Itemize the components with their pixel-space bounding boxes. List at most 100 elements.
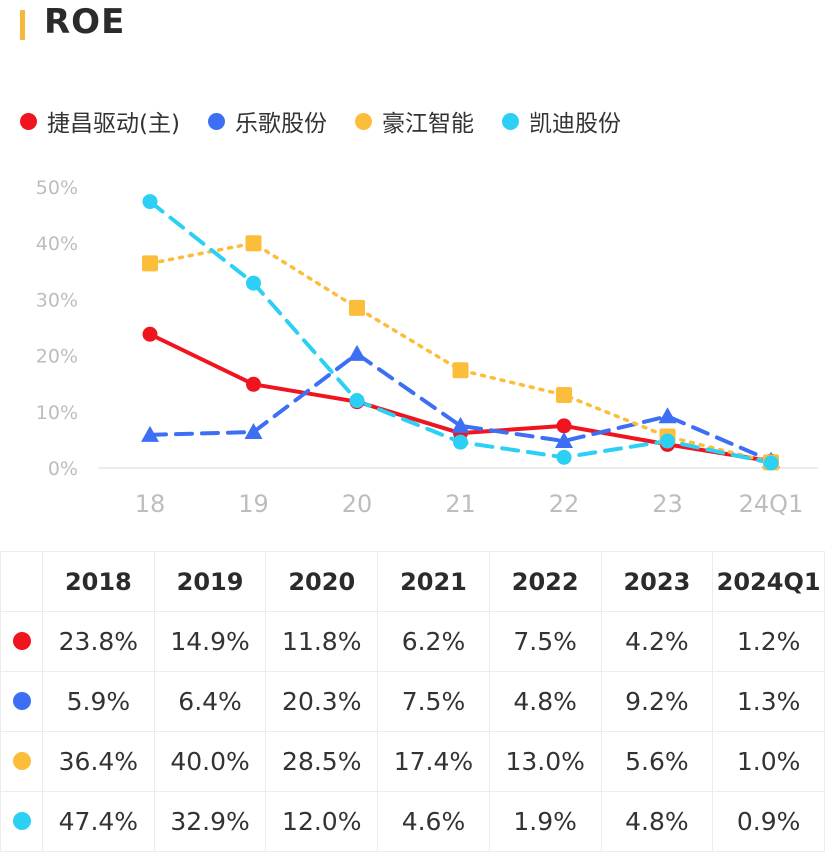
title-accent-bar [20, 10, 25, 40]
data-point [452, 362, 469, 379]
table-cell: 1.9% [488, 791, 602, 852]
chart-legend: 捷昌驱动(主) 乐歌股份 豪江智能 凯迪股份 [20, 104, 649, 138]
table-row: 36.4% 40.0% 28.5% 17.4% 13.0% 5.6% 1.0% [0, 731, 825, 792]
row-dot-icon [12, 692, 31, 710]
table-cell: 1.0% [712, 731, 825, 792]
data-point [142, 326, 158, 342]
data-point [244, 423, 263, 440]
table-header-cell: 2024Q1 [712, 551, 825, 612]
table-cell: 13.0% [488, 731, 602, 792]
legend-dot-icon [501, 112, 519, 130]
x-tick-label: 21 [445, 490, 476, 518]
y-tick-label: 50% [36, 177, 78, 199]
y-tick-label: 40% [36, 233, 78, 255]
table-cell: 4.6% [377, 791, 490, 852]
page-title: ROE [44, 2, 126, 42]
data-point [763, 455, 779, 471]
data-point [348, 344, 366, 361]
table-cell: 1.3% [712, 671, 825, 732]
data-point [245, 235, 262, 252]
data-point [141, 425, 159, 442]
table-row: 47.4% 32.9% 12.0% 4.6% 1.9% 4.8% 0.9% [0, 791, 825, 852]
y-tick-label: 10% [36, 402, 78, 424]
table-cell: 4.2% [600, 611, 714, 672]
legend-label: 凯迪股份 [528, 111, 621, 137]
legend-label: 豪江智能 [381, 111, 474, 137]
x-tick-label: 19 [238, 490, 269, 518]
x-tick-label: 22 [549, 490, 580, 518]
row-marker [0, 791, 43, 852]
data-point [246, 275, 261, 291]
legend-label: 捷昌驱动(主) [47, 111, 180, 137]
y-tick-label: 20% [36, 346, 78, 368]
table-cell: 12.0% [265, 791, 379, 852]
data-table: 2018 2019 2020 2021 2022 2023 2024Q1 23.… [0, 551, 825, 852]
legend-item[interactable]: 豪江智能 [354, 104, 474, 138]
table-cell: 9.2% [600, 671, 714, 732]
data-point [349, 299, 365, 316]
table-header-cell [0, 551, 43, 612]
table-row: 23.8% 14.9% 11.8% 6.2% 7.5% 4.2% 1.2% [0, 611, 825, 672]
row-marker [0, 611, 43, 672]
table-cell: 11.8% [265, 611, 379, 672]
data-point [142, 194, 158, 210]
data-point [142, 255, 158, 272]
table-cell: 23.8% [42, 611, 155, 672]
table-cell: 40.0% [153, 731, 267, 792]
data-point [658, 407, 677, 424]
data-point [660, 433, 675, 449]
table-header-cell: 2022 [488, 551, 602, 612]
legend-dot-icon [207, 112, 225, 130]
row-marker [0, 731, 43, 792]
table-cell: 7.5% [377, 671, 490, 732]
table-cell: 4.8% [600, 791, 714, 852]
data-point [556, 386, 572, 403]
legend-item[interactable]: 乐歌股份 [207, 104, 327, 138]
x-tick-label: 18 [135, 490, 166, 518]
legend-item[interactable]: 捷昌驱动(主) [20, 104, 180, 138]
data-point [555, 432, 573, 449]
legend-dot-icon [20, 112, 37, 130]
row-dot-icon [12, 632, 31, 650]
table-cell: 5.6% [600, 731, 714, 792]
line-chart: 50% 40% 30% 20% 10% 0% 18 19 20 21 22 23 24Q1 [36, 177, 818, 518]
legend-item[interactable]: 凯迪股份 [501, 104, 621, 138]
table-cell: 1.2% [712, 611, 825, 672]
table-cell: 47.4% [42, 791, 155, 852]
table-header-cell: 2021 [377, 551, 490, 612]
table-cell: 6.2% [377, 611, 490, 672]
x-tick-label: 23 [652, 490, 683, 518]
data-point [349, 393, 365, 409]
legend-dot-icon [354, 112, 372, 130]
table-cell: 6.4% [153, 671, 267, 732]
data-point [451, 416, 470, 433]
table-cell: 28.5% [265, 731, 379, 792]
data-point [556, 418, 572, 434]
table-cell: 17.4% [377, 731, 490, 792]
x-tick-label: 24Q1 [739, 490, 804, 518]
table-cell: 5.9% [42, 671, 155, 732]
table-header-cell: 2019 [153, 551, 267, 612]
row-dot-icon [12, 812, 31, 830]
table-header-row: 2018 2019 2020 2021 2022 2023 2024Q1 [0, 551, 825, 612]
y-tick-label: 0% [48, 458, 78, 480]
table-header-cell: 2023 [600, 551, 714, 612]
table-cell: 36.4% [42, 731, 155, 792]
table-cell: 7.5% [488, 611, 602, 672]
table-cell: 20.3% [265, 671, 379, 732]
data-point [453, 434, 468, 450]
row-dot-icon [12, 752, 31, 770]
table-row: 5.9% 6.4% 20.3% 7.5% 4.8% 9.2% 1.3% [0, 671, 825, 732]
legend-label: 乐歌股份 [234, 111, 327, 137]
row-marker [0, 671, 43, 732]
y-tick-label: 30% [36, 289, 78, 311]
table-cell: 0.9% [712, 791, 825, 852]
table-header-cell: 2020 [265, 551, 379, 612]
data-point [246, 376, 261, 392]
table-cell: 32.9% [153, 791, 267, 852]
table-cell: 14.9% [153, 611, 267, 672]
table-cell: 4.8% [488, 671, 602, 732]
table-header-cell: 2018 [42, 551, 155, 612]
data-point [556, 449, 572, 465]
x-tick-label: 20 [342, 490, 373, 518]
